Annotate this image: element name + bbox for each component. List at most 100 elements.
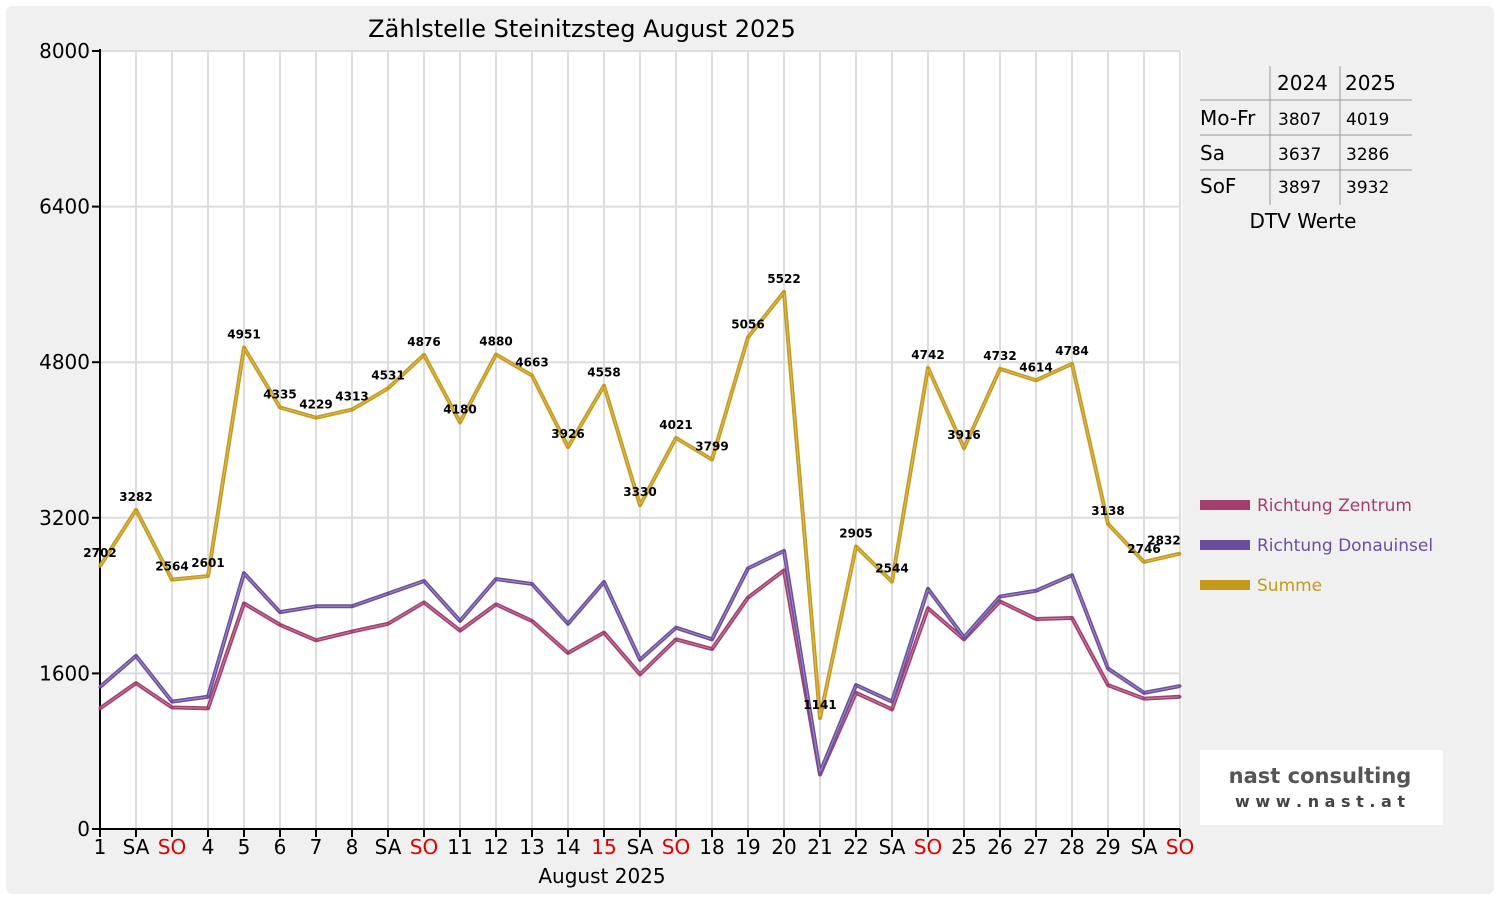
data-point bbox=[314, 416, 318, 420]
data-point bbox=[638, 658, 642, 662]
data-point bbox=[818, 771, 822, 775]
data-point bbox=[242, 601, 246, 605]
x-tick-label: SO bbox=[1166, 835, 1194, 859]
data-point bbox=[1070, 362, 1074, 366]
x-axis: 1 SA SO 4 5 6 7 8 SA SO 11 12 13 14 15 SA SO 18 19 20 21 22 SA… bbox=[94, 828, 1194, 859]
legend: Richtung Zentrum Richtung Donauinsel Summe bbox=[1200, 496, 1433, 596]
data-label: 3282 bbox=[119, 490, 152, 504]
data-label: 2746 bbox=[1127, 542, 1160, 556]
data-label: 2601 bbox=[191, 556, 224, 570]
data-point bbox=[710, 458, 714, 462]
dtv-table: 2024 2025 Mo-Fr 3807 4019 Sa 3637 3286 SoF 3897 39… bbox=[1200, 66, 1412, 233]
data-point bbox=[746, 566, 750, 570]
x-tick-label: 26 bbox=[987, 835, 1012, 859]
data-point bbox=[170, 705, 174, 709]
dtv-caption: DTV Werte bbox=[1250, 209, 1357, 233]
data-label: 5056 bbox=[731, 317, 764, 331]
x-tick-label: SO bbox=[662, 835, 690, 859]
data-point bbox=[602, 631, 606, 635]
x-tick-label: 25 bbox=[951, 835, 976, 859]
data-point bbox=[386, 386, 390, 390]
legend-swatch-1 bbox=[1200, 540, 1250, 550]
data-label: 4663 bbox=[515, 356, 548, 370]
data-point bbox=[1034, 589, 1038, 593]
y-tick-label: 1600 bbox=[39, 661, 90, 685]
x-tick-label: SA bbox=[375, 835, 402, 859]
legend-label-1: Richtung Donauinsel bbox=[1257, 536, 1433, 556]
data-point bbox=[350, 408, 354, 412]
x-tick-label: 6 bbox=[274, 835, 287, 859]
logo: nast consulting w w w . n a s t . a t bbox=[1200, 750, 1443, 825]
data-point bbox=[170, 700, 174, 704]
data-point bbox=[530, 374, 534, 378]
data-point bbox=[782, 568, 786, 572]
data-label: 3799 bbox=[695, 440, 728, 454]
data-point bbox=[494, 577, 498, 581]
dtv-row-label: SoF bbox=[1200, 174, 1236, 198]
data-label: 5522 bbox=[767, 272, 800, 286]
data-point bbox=[926, 606, 930, 610]
data-point bbox=[1178, 695, 1182, 699]
data-point bbox=[134, 508, 138, 512]
dtv-cell: 3897 bbox=[1278, 178, 1321, 198]
data-point bbox=[710, 647, 714, 651]
data-point bbox=[1106, 683, 1110, 687]
x-tick-label: SO bbox=[158, 835, 186, 859]
data-label: 4180 bbox=[443, 402, 476, 416]
x-tick-label: SO bbox=[914, 835, 942, 859]
dtv-row-label: Sa bbox=[1200, 141, 1225, 165]
dtv-cell: 3286 bbox=[1346, 145, 1389, 165]
logo-url: w w w . n a s t . a t bbox=[1235, 792, 1405, 811]
x-tick-label: 8 bbox=[346, 835, 359, 859]
x-tick-label: 5 bbox=[238, 835, 251, 859]
data-label: 2702 bbox=[83, 546, 116, 560]
dtv-header: 2025 bbox=[1345, 71, 1396, 95]
data-point bbox=[350, 604, 354, 608]
data-point bbox=[1178, 684, 1182, 688]
x-tick-label: 7 bbox=[310, 835, 323, 859]
legend-swatch-2 bbox=[1200, 580, 1250, 590]
data-label: 4229 bbox=[299, 398, 332, 412]
data-label: 3138 bbox=[1091, 504, 1124, 518]
x-tick-label: 13 bbox=[519, 835, 544, 859]
data-point bbox=[98, 706, 102, 710]
data-point bbox=[674, 637, 678, 641]
data-point bbox=[242, 571, 246, 575]
data-label: 4558 bbox=[587, 366, 620, 380]
data-label: 4951 bbox=[227, 328, 260, 342]
data-point bbox=[1106, 522, 1110, 526]
data-label: 3330 bbox=[623, 485, 656, 499]
data-point bbox=[674, 436, 678, 440]
data-label: 2564 bbox=[155, 560, 188, 574]
x-tick-label: 27 bbox=[1023, 835, 1048, 859]
data-point bbox=[386, 592, 390, 596]
data-point bbox=[1034, 617, 1038, 621]
data-point bbox=[854, 683, 858, 687]
series-lines bbox=[98, 289, 1182, 777]
data-point bbox=[1142, 560, 1146, 564]
data-point bbox=[206, 695, 210, 699]
data-label: 4614 bbox=[1019, 360, 1052, 374]
data-point bbox=[602, 580, 606, 584]
data-point bbox=[602, 384, 606, 388]
x-tick-label: 19 bbox=[735, 835, 760, 859]
x-tick-label: SO bbox=[410, 835, 438, 859]
data-point bbox=[890, 580, 894, 584]
x-tick-label: 20 bbox=[771, 835, 796, 859]
data-label: 4876 bbox=[407, 335, 440, 349]
data-point bbox=[350, 630, 354, 634]
data-point bbox=[134, 654, 138, 658]
data-point bbox=[1142, 697, 1146, 701]
data-point bbox=[962, 635, 966, 639]
data-label: 2832 bbox=[1147, 534, 1180, 548]
data-point bbox=[746, 335, 750, 339]
data-point bbox=[962, 446, 966, 450]
data-label: 4784 bbox=[1055, 344, 1088, 358]
legend-label-0: Richtung Zentrum bbox=[1257, 496, 1412, 516]
y-tick-label: 8000 bbox=[39, 39, 90, 63]
logo-name: nast consulting bbox=[1229, 764, 1412, 788]
data-label: 4021 bbox=[659, 418, 692, 432]
